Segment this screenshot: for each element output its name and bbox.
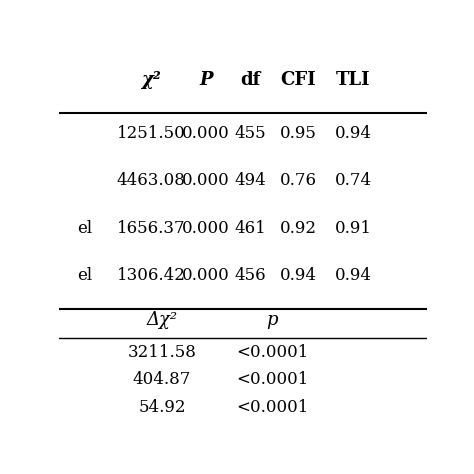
Text: 0.74: 0.74 bbox=[335, 173, 372, 190]
Text: 0.94: 0.94 bbox=[280, 267, 317, 284]
Text: 0.95: 0.95 bbox=[280, 125, 317, 142]
Text: TLI: TLI bbox=[336, 72, 371, 90]
Text: 3211.58: 3211.58 bbox=[128, 344, 197, 361]
Text: 4463.08: 4463.08 bbox=[117, 173, 185, 190]
Text: 1251.50: 1251.50 bbox=[117, 125, 185, 142]
Text: 456: 456 bbox=[235, 267, 266, 284]
Text: 0.000: 0.000 bbox=[182, 173, 230, 190]
Text: 404.87: 404.87 bbox=[133, 372, 191, 388]
Text: el: el bbox=[77, 267, 92, 284]
Text: 54.92: 54.92 bbox=[138, 399, 186, 416]
Text: 0.94: 0.94 bbox=[335, 267, 372, 284]
Text: 461: 461 bbox=[235, 220, 266, 237]
Text: P: P bbox=[200, 72, 213, 90]
Text: 0.000: 0.000 bbox=[182, 220, 230, 237]
Text: 0.000: 0.000 bbox=[182, 125, 230, 142]
Text: 0.76: 0.76 bbox=[280, 173, 317, 190]
Text: p: p bbox=[266, 310, 278, 328]
Text: Δχ²: Δχ² bbox=[146, 310, 178, 328]
Text: 494: 494 bbox=[235, 173, 266, 190]
Text: df: df bbox=[240, 72, 260, 90]
Text: 1306.42: 1306.42 bbox=[117, 267, 185, 284]
Text: 455: 455 bbox=[235, 125, 266, 142]
Text: 0.92: 0.92 bbox=[280, 220, 317, 237]
Text: <0.0001: <0.0001 bbox=[236, 372, 309, 388]
Text: el: el bbox=[77, 220, 92, 237]
Text: 0.91: 0.91 bbox=[335, 220, 372, 237]
Text: CFI: CFI bbox=[280, 72, 316, 90]
Text: <0.0001: <0.0001 bbox=[236, 344, 309, 361]
Text: χ²: χ² bbox=[141, 72, 161, 90]
Text: 0.94: 0.94 bbox=[335, 125, 372, 142]
Text: 1656.37: 1656.37 bbox=[117, 220, 185, 237]
Text: 0.000: 0.000 bbox=[182, 267, 230, 284]
Text: <0.0001: <0.0001 bbox=[236, 399, 309, 416]
